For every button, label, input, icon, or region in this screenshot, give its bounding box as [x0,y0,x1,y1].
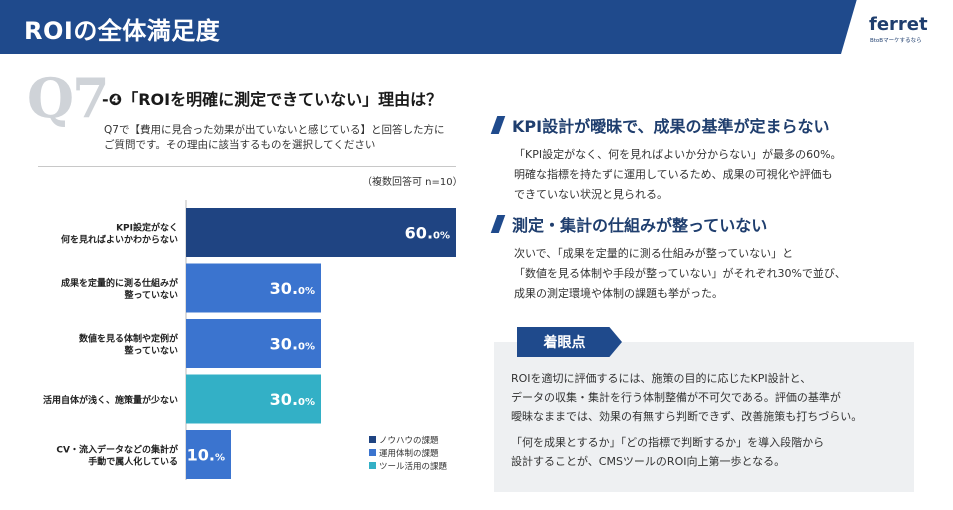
chart-bar [186,319,321,368]
value-label: 30.0% [270,390,315,409]
legend-label: ノウハウの課題 [379,435,439,446]
category-label: 整っていない [123,289,178,301]
legend-item: ノウハウの課題 [369,433,447,446]
focus-line: 設計することが、CMSツールのROI向上第一歩となる。 [511,455,786,468]
value-label: 30.0% [270,279,315,298]
point-line: 明確な指標を持たずに運用しているため、成果の可視化や評価も [514,168,833,181]
divider [38,166,456,167]
point-2-text: 次いで、「成果を定量的に測る仕組みが整っていない」と 「数値を見る体制や手段が整… [514,244,914,304]
value-label: 60.0% [405,224,450,243]
category-label: KPI設定がなく [116,222,178,234]
focus-box [494,342,914,492]
category-label: 手動で属人化している [88,456,178,468]
point-line: 「数値を見る体制や手段が整っていない」がそれぞれ30%で並び、 [514,267,846,280]
legend-label: ツール活用の課題 [379,461,448,472]
point-line: 「KPI設定がなく、何を見ればよいか分からない」が最多の60%。 [514,148,842,161]
focus-line: データの収集・集計を行う体制整備が不可欠である。評価の基準が [511,391,841,404]
point-1-title: KPI設計が曖昧で、成果の基準が定まらない [490,113,830,137]
question-desc-line: ご質問です。その理由に該当するものを選択してください [104,139,376,151]
chart-legend: ノウハウの課題 運用体制の課題 ツール活用の課題 [369,433,447,472]
legend-label: 運用体制の課題 [379,448,439,459]
legend-swatch [369,449,376,456]
point-2-title-text: 測定・集計の仕組みが整っていない [512,216,768,235]
category-label: CV・流入データなどの集計が [56,444,179,456]
slash-icon [490,116,506,134]
legend-swatch [369,436,376,443]
slash-icon [490,215,506,233]
legend-item: 運用体制の課題 [369,446,447,459]
point-line: できていない状況と見られる。 [514,188,668,201]
focus-line: 曖昧なままでは、効果の有無すら判断できず、改善施策も打ちづらい。 [511,410,863,423]
legend-swatch [369,462,376,469]
chart-bar [186,208,456,257]
chart-bar [186,374,321,424]
category-label: 何を見ればよいかわからない [61,234,178,246]
question-title: -❹「ROIを明確に測定できていない」理由は？ [102,90,443,109]
legend-item: ツール活用の課題 [369,459,447,472]
point-line: 成果の測定環境や体制の課題も挙がった。 [514,287,723,300]
value-label: 30.0% [270,335,315,354]
chart-bar [186,263,321,313]
point-1-text: 「KPI設定がなく、何を見ればよいか分からない」が最多の60%。 明確な指標を持… [514,145,914,205]
question-desc-line: Q7で【費用に見合った効果が出ていないと感じている】と回答した方に [104,124,445,136]
focus-paragraph: ROIを適切に評価するには、施策の目的に応じたKPI設計と、 データの収集・集計… [511,369,906,426]
focus-line: 「何を成果とするか」「どの指標で判断するか」を導入段階から [511,436,825,449]
focus-label: 着眼点 [517,327,622,357]
chart-bar [186,430,231,479]
focus-text: ROIを適切に評価するには、施策の目的に応じたKPI設計と、 データの収集・集計… [511,369,906,471]
point-1-title-text: KPI設計が曖昧で、成果の基準が定まらない [512,117,830,136]
question-description: Q7で【費用に見合った効果が出ていないと感じている】と回答した方に ご質問です。… [104,123,464,153]
question-number: Q7 [27,66,110,130]
point-2-title: 測定・集計の仕組みが整っていない [490,212,768,236]
value-label: 10.% [187,446,225,465]
logo-tagline: BtoBマーケするなら [870,38,922,44]
header-bar: ROIの全体満足度 ferret BtoBマーケするなら [0,0,953,54]
category-label: 活用自体が浅く、施策量が少ない [43,394,178,406]
focus-paragraph: 「何を成果とするか」「どの指標で判断するか」を導入段階から 設計することが、CM… [511,433,906,471]
answer-note: （複数回答可 n=10） [362,177,463,188]
page-title: ROIの全体満足度 [24,17,221,45]
category-label: 整っていない [123,345,178,357]
logo-wordmark: ferret [869,14,928,35]
category-label: 数値を見る体制や定例が [79,333,179,345]
category-label: 成果を定量的に測る仕組みが [61,277,179,289]
focus-line: ROIを適切に評価するには、施策の目的に応じたKPI設計と、 [511,372,812,385]
ferret-logo: ferret BtoBマーケするなら [841,0,953,54]
point-line: 次いで、「成果を定量的に測る仕組みが整っていない」と [514,247,794,260]
